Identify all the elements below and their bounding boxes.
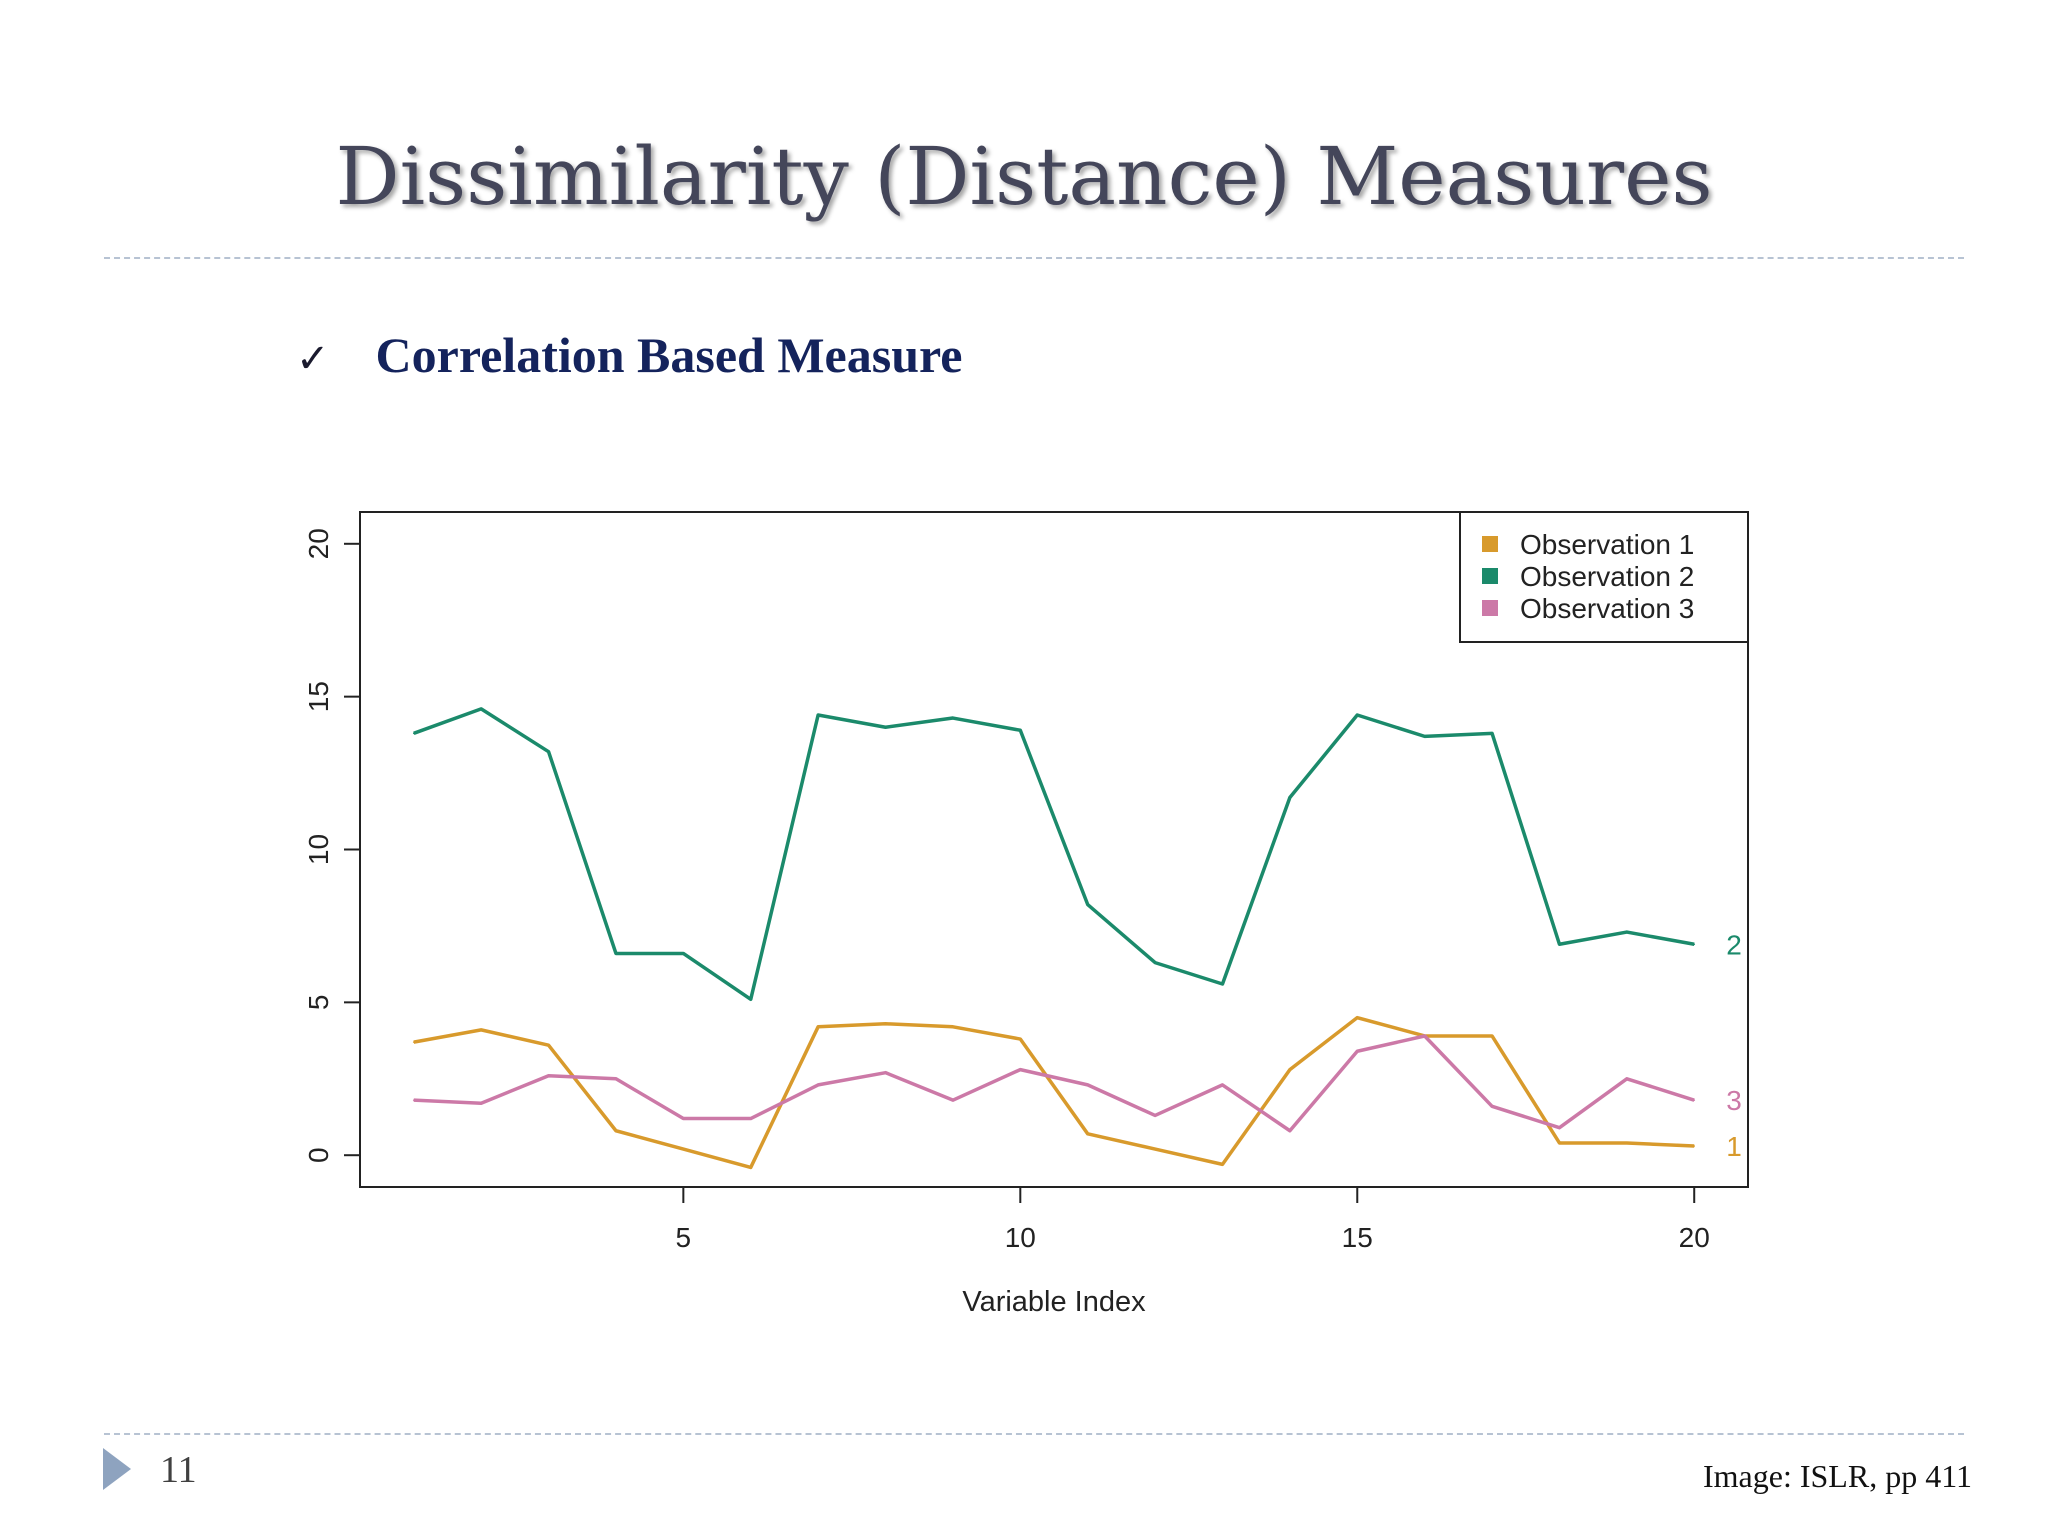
legend-entry: Observation 2 (1520, 561, 1694, 592)
series-end-label: 3 (1726, 1085, 1742, 1116)
data-point-1 (1221, 1163, 1224, 1166)
x-tick-label: 10 (1005, 1222, 1036, 1253)
data-point-3 (615, 1077, 617, 1080)
data-point-1 (1019, 1038, 1022, 1040)
data-point-1 (1558, 1142, 1561, 1144)
data-point-1 (1154, 1148, 1156, 1150)
legend-box (1459, 511, 1749, 643)
y-tick-label: 0 (303, 1147, 334, 1163)
data-point-1 (1356, 1016, 1359, 1019)
data-point-2 (1221, 983, 1224, 985)
data-point-1 (1626, 1142, 1628, 1144)
data-point-2 (1356, 714, 1359, 716)
data-point-1 (547, 1044, 550, 1046)
data-point-3 (884, 1071, 887, 1074)
y-tick-label: 15 (303, 681, 334, 712)
data-point-2 (1154, 961, 1156, 964)
data-point-1 (480, 1029, 482, 1031)
data-point-2 (682, 952, 685, 955)
line-chart: 0 5 10 15 20 5 10 15 20 Variable Index 1 2 3 Observat… (303, 511, 1749, 1318)
data-point-1 (682, 1148, 685, 1150)
data-point-3 (1019, 1068, 1022, 1071)
data-point-2 (1626, 931, 1628, 933)
data-point-1 (615, 1129, 617, 1132)
data-point-1 (749, 1166, 752, 1169)
y-tick-label: 5 (303, 995, 334, 1011)
y-tick-label: 10 (303, 834, 334, 865)
data-point-3 (1154, 1114, 1156, 1117)
series-end-label: 2 (1726, 929, 1742, 960)
data-point-3 (1086, 1084, 1089, 1086)
bullet-item: ✓ Correlation Based Measure (296, 326, 962, 384)
data-point-2 (1423, 735, 1426, 738)
data-point-1 (1491, 1035, 1493, 1037)
data-point-2 (480, 708, 482, 710)
footer-arrow-icon (103, 1448, 131, 1490)
data-point-3 (1423, 1035, 1426, 1037)
data-point-2 (1289, 796, 1291, 799)
bottom-divider (104, 1433, 1964, 1435)
data-point-2 (1086, 903, 1089, 906)
slide-title: Dissimilarity (Distance) Measures (335, 130, 1713, 223)
data-point-3 (547, 1074, 550, 1077)
data-point-2 (1491, 732, 1493, 735)
x-tick-label: 15 (1342, 1222, 1373, 1253)
x-tick-label: 5 (676, 1222, 692, 1253)
data-point-1 (1289, 1068, 1291, 1071)
legend-entry: Observation 1 (1520, 529, 1694, 560)
data-point-3 (412, 1099, 415, 1101)
data-point-2 (615, 952, 617, 955)
data-point-2 (817, 714, 819, 716)
data-point-2 (884, 726, 887, 729)
series-end-label: 1 (1726, 1131, 1742, 1162)
x-axis-label: Variable Index (962, 1286, 1146, 1318)
data-point-3 (1356, 1050, 1359, 1053)
x-tick-label: 20 (1679, 1222, 1710, 1253)
data-point-3 (1693, 1099, 1696, 1101)
data-point-1 (412, 1041, 415, 1043)
data-point-1 (884, 1022, 887, 1025)
data-point-3 (1221, 1084, 1224, 1086)
checkmark-icon: ✓ (296, 336, 330, 382)
data-point-2 (1019, 729, 1022, 732)
data-point-2 (749, 998, 752, 1001)
data-point-1 (952, 1026, 954, 1028)
series-line-1 (413, 1015, 1695, 1170)
data-point-3 (1626, 1077, 1628, 1080)
data-point-2 (952, 717, 954, 719)
data-point-3 (1289, 1129, 1291, 1132)
legend-entry: Observation 3 (1520, 593, 1694, 624)
top-divider (104, 257, 1964, 259)
bullet-text: Correlation Based Measure (375, 327, 963, 383)
legend-swatch (1482, 536, 1498, 552)
data-point-1 (1086, 1133, 1089, 1135)
data-point-2 (1558, 943, 1561, 946)
series-line-2 (413, 707, 1695, 1002)
data-point-3 (952, 1099, 954, 1101)
legend-swatch (1482, 600, 1498, 616)
data-point-2 (547, 750, 550, 753)
data-point-3 (1491, 1105, 1493, 1108)
data-point-3 (1558, 1126, 1561, 1129)
data-point-3 (749, 1117, 752, 1120)
data-point-3 (480, 1102, 482, 1105)
data-point-1 (1693, 1145, 1696, 1147)
source-note: Image: ISLR, pp 411 (1703, 1458, 1972, 1494)
legend-swatch (1482, 568, 1498, 584)
data-point-1 (817, 1026, 819, 1028)
page-number: 11 (160, 1449, 197, 1491)
y-tick-label: 20 (303, 528, 334, 559)
data-point-3 (682, 1117, 685, 1120)
data-point-3 (817, 1084, 819, 1086)
series-line-3 (413, 1034, 1695, 1133)
data-point-2 (412, 732, 415, 735)
data-point-2 (1693, 943, 1696, 946)
